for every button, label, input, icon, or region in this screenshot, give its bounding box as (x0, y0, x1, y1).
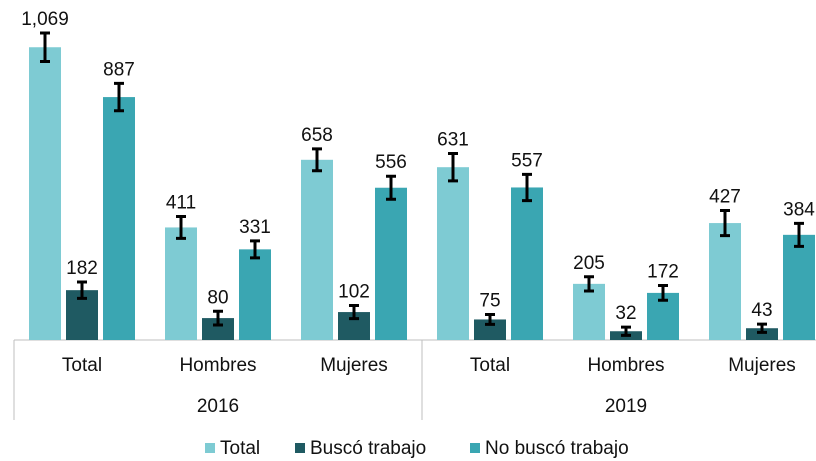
x-tick-label: Mujeres (728, 355, 796, 376)
bar (709, 223, 741, 340)
data-label: 658 (301, 125, 333, 146)
bar (437, 167, 469, 340)
data-label: 887 (103, 59, 135, 80)
data-label: 182 (66, 258, 98, 279)
bar (301, 159, 333, 340)
error-bar (720, 208, 730, 238)
data-label: 172 (647, 262, 679, 283)
error-bar (176, 214, 186, 240)
legend-swatch (470, 443, 480, 453)
error-bar (485, 313, 495, 326)
legend-label: Buscó trabajo (310, 438, 426, 459)
bar (202, 318, 234, 340)
bar (103, 97, 135, 340)
legend-label: No buscó trabajo (485, 438, 629, 459)
legend-swatch (205, 443, 215, 453)
data-label: 411 (166, 193, 196, 214)
bar (573, 283, 605, 340)
x-tick-label: Total (470, 355, 510, 376)
data-label: 631 (437, 130, 469, 151)
group-label: 2019 (605, 396, 647, 417)
error-bar (621, 325, 631, 337)
data-label: 205 (573, 253, 605, 274)
data-label: 331 (239, 217, 271, 238)
data-label: 557 (511, 150, 543, 171)
x-tick-label: Hombres (179, 355, 256, 376)
data-label: 43 (751, 300, 772, 321)
error-bar (349, 303, 359, 321)
bar (746, 328, 778, 340)
bar (29, 47, 61, 341)
error-bar (213, 309, 223, 327)
error-bar (312, 147, 322, 173)
data-label: 1,069 (21, 9, 69, 30)
error-bar (757, 322, 767, 334)
error-bar (794, 221, 804, 248)
x-tick-label: Hombres (587, 355, 664, 376)
data-label: 75 (479, 291, 500, 312)
bar (239, 249, 271, 340)
error-bar (448, 152, 458, 183)
data-label: 32 (615, 303, 636, 324)
bar (783, 234, 815, 340)
bar (375, 187, 407, 340)
error-bar (584, 275, 594, 293)
error-bar (386, 174, 396, 201)
error-bar (114, 81, 124, 113)
error-bar (40, 31, 50, 63)
error-bar (77, 280, 87, 300)
data-label: 102 (338, 282, 370, 303)
data-label: 427 (709, 186, 741, 207)
x-tick-label: Total (62, 355, 102, 376)
data-label: 384 (783, 199, 815, 220)
error-bar (522, 172, 532, 203)
bar (165, 227, 197, 340)
x-tick-label: Mujeres (320, 355, 388, 376)
data-label: 556 (375, 152, 407, 173)
data-label: 80 (207, 287, 228, 308)
error-bar (658, 284, 668, 302)
legend-label: Total (220, 438, 260, 459)
legend-swatch (295, 443, 305, 453)
bar (474, 319, 506, 340)
group-label: 2016 (197, 396, 239, 417)
bar (511, 187, 543, 340)
error-bar (250, 239, 260, 260)
